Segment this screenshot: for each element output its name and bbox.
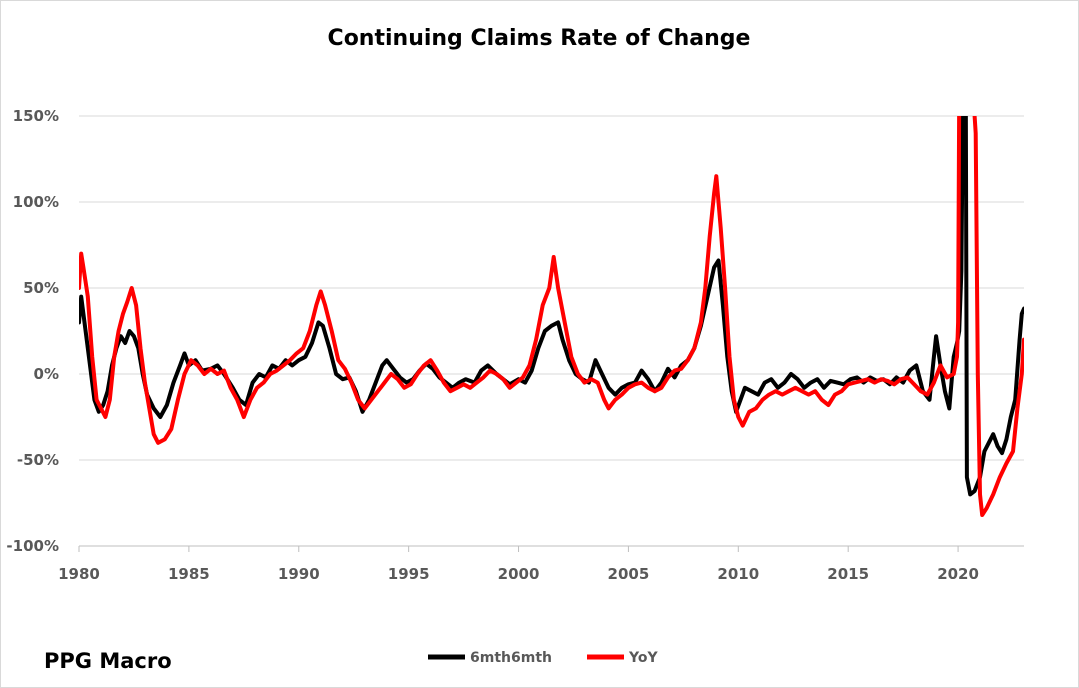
x-tick-label: 2015: [827, 565, 869, 583]
y-tick-label: 100%: [13, 193, 59, 211]
branding-text: PPG Macro: [44, 649, 172, 673]
series-lines: [79, 116, 1024, 517]
series-line-6mth6mth: [79, 116, 1024, 497]
legend-label-yoy: YoY: [628, 650, 658, 666]
legend-label-6mth6mth: 6mth6mth: [470, 650, 552, 666]
chart-title: Continuing Claims Rate of Change: [328, 26, 751, 51]
y-tick-label: 0%: [34, 365, 59, 383]
y-tick-label: 150%: [13, 107, 59, 125]
y-tick-label: -100%: [6, 537, 59, 555]
x-tick-label: 2005: [608, 565, 650, 583]
y-tick-label: -50%: [17, 451, 59, 469]
y-tick-labels: -100% -50% 0% 50% 100% 150%: [6, 107, 59, 555]
x-axis-ticks: [78, 545, 1024, 552]
x-tick-label: 2000: [498, 565, 540, 583]
series-line-yoy: [79, 116, 1024, 517]
grid-lines: [79, 115, 1024, 547]
x-tick-label: 1995: [388, 565, 430, 583]
y-tick-label: 50%: [23, 279, 59, 297]
x-tick-label: 2020: [937, 565, 979, 583]
x-tick-label: 2010: [717, 565, 759, 583]
x-tick-label: 1980: [58, 565, 100, 583]
x-tick-labels: 1980 1985 1990 1995 2000 2005 2010 2015 2020: [58, 565, 979, 583]
x-tick-label: 1985: [168, 565, 210, 583]
legend: 6mth6mth YoY: [428, 650, 658, 666]
x-tick-label: 1990: [278, 565, 320, 583]
